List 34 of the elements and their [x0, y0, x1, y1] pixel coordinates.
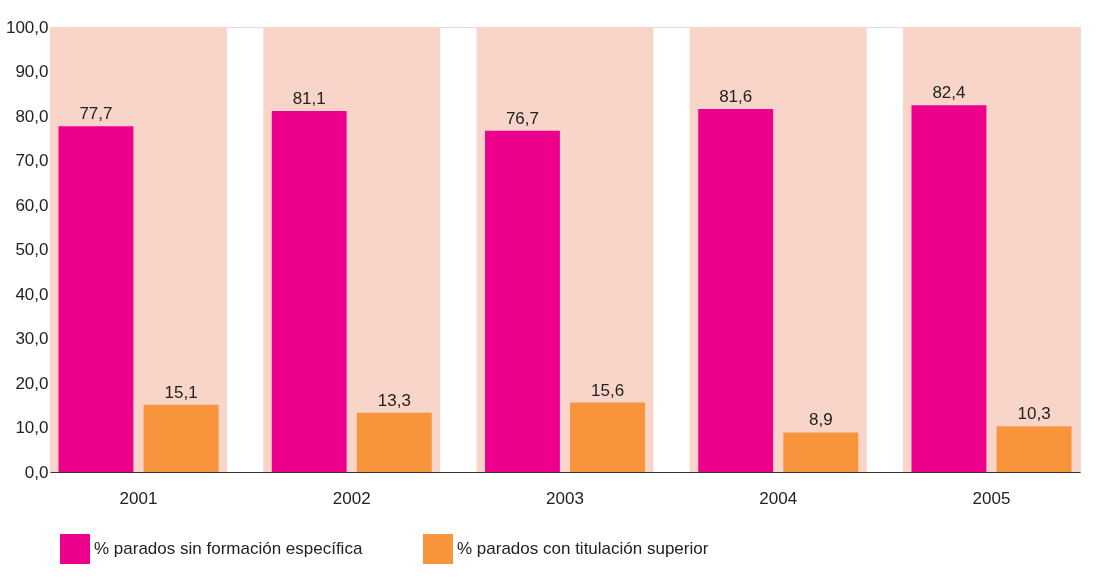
bar — [783, 432, 859, 472]
data-label: 81,1 — [292, 89, 326, 109]
data-label: 15,1 — [164, 382, 198, 402]
bar — [485, 130, 560, 472]
x-tick-label: 2004 — [759, 488, 798, 508]
bar — [356, 412, 432, 472]
y-tick-label: 30,0 — [15, 329, 49, 348]
data-label: 10,3 — [1017, 404, 1051, 424]
y-tick-label: 80,0 — [15, 106, 49, 126]
bar — [570, 402, 645, 472]
y-tick-label: 90,0 — [15, 62, 49, 81]
y-tick-label: 50,0 — [15, 240, 49, 259]
y-tick-label: 10,0 — [15, 418, 49, 437]
data-label: 81,6 — [719, 86, 753, 106]
legend-label: % parados sin formación específica — [94, 539, 363, 558]
legend-label: % parados con titulación superior — [457, 539, 709, 558]
y-tick-label: 40,0 — [15, 284, 49, 304]
x-tick-label: 2003 — [546, 488, 584, 508]
data-label: 77,7 — [79, 104, 113, 124]
y-tick-label: 70,0 — [15, 151, 49, 170]
x-tick-label: 2005 — [972, 488, 1011, 508]
data-label: 76,7 — [505, 108, 539, 128]
bar — [996, 426, 1072, 472]
bar — [143, 404, 219, 472]
y-tick-label: 100,0 — [5, 17, 49, 37]
y-tick-label: 60,0 — [15, 195, 49, 215]
x-tick-label: 2002 — [332, 488, 371, 508]
data-label: 13,3 — [377, 390, 411, 410]
data-label: 8,9 — [808, 410, 833, 430]
data-label: 82,4 — [932, 83, 966, 103]
x-tick-label: 2001 — [119, 488, 158, 508]
y-tick-label: 20,0 — [15, 373, 49, 393]
y-tick-label: 0,0 — [24, 462, 49, 482]
data-label: 15,6 — [591, 380, 625, 400]
